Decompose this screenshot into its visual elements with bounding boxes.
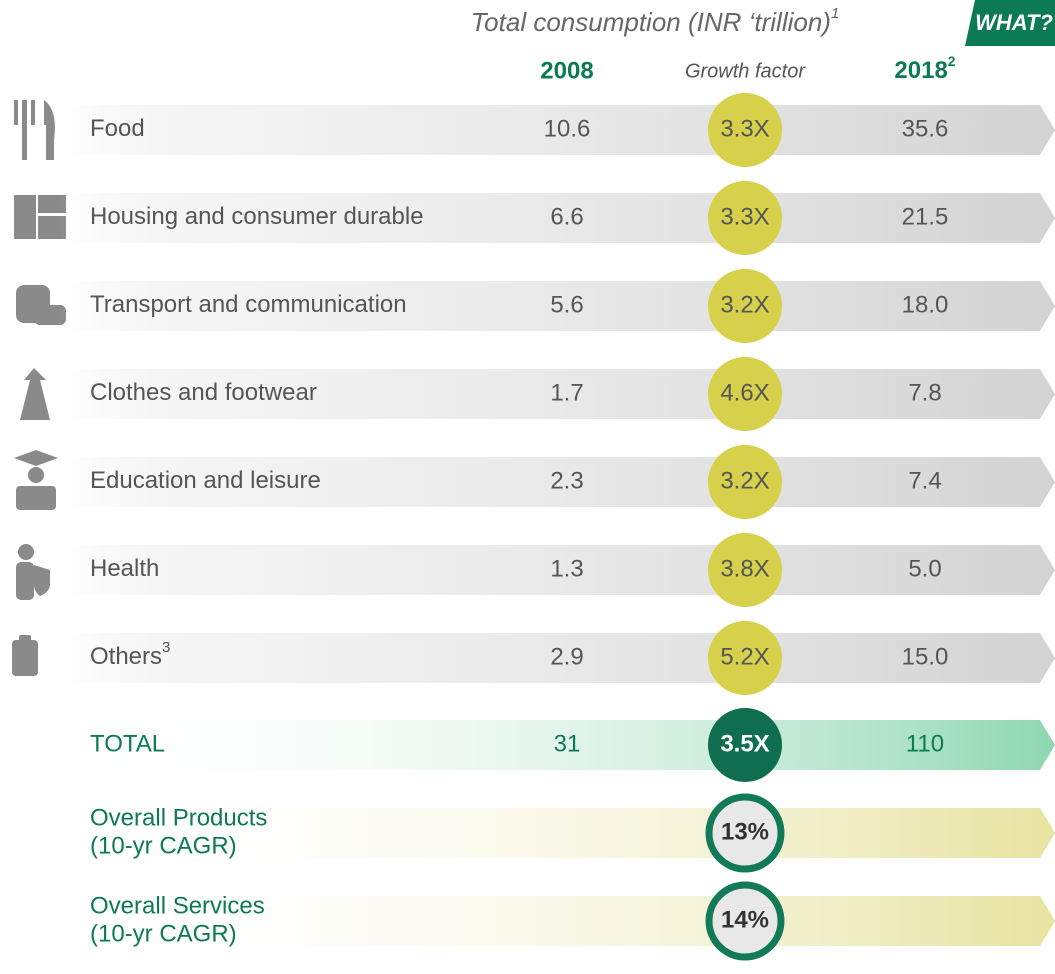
row-label: Health bbox=[90, 555, 159, 582]
row-label-text: Food bbox=[90, 115, 145, 142]
total-2008: 31 bbox=[554, 730, 581, 757]
row-bar bbox=[60, 896, 1055, 946]
total-growth: 3.5X bbox=[720, 730, 769, 757]
icon-transport bbox=[16, 285, 66, 325]
col-2008: 2008 bbox=[540, 57, 593, 84]
row-bar bbox=[60, 808, 1055, 858]
cagr-label: Overall Products bbox=[90, 804, 267, 831]
cagr-label: (10-yr CAGR) bbox=[90, 832, 237, 859]
row-label-text: Transport and communication bbox=[90, 291, 407, 318]
row-label-text: Housing and consumer durable bbox=[90, 203, 424, 230]
icon-health bbox=[16, 544, 50, 600]
title-note: 1 bbox=[831, 5, 839, 22]
growth-value: 3.2X bbox=[720, 291, 769, 318]
row-bar bbox=[60, 193, 1055, 243]
row-bar bbox=[60, 633, 1055, 683]
growth-circle bbox=[708, 93, 782, 167]
value-2018: 7.8 bbox=[908, 379, 941, 406]
icons bbox=[12, 100, 66, 676]
total-label: TOTAL bbox=[90, 730, 165, 757]
value-2008: 1.3 bbox=[550, 555, 583, 582]
growth-value: 4.6X bbox=[720, 379, 769, 406]
title: Total consumption (INR ‘trillion)1 bbox=[471, 5, 840, 37]
growth-circle bbox=[708, 621, 782, 695]
row-label: Food bbox=[90, 115, 145, 142]
col-2018: 20182 bbox=[894, 53, 955, 85]
row-bar bbox=[60, 545, 1055, 595]
growth-circle bbox=[708, 533, 782, 607]
growth-circle bbox=[708, 445, 782, 519]
value-2018: 7.4 bbox=[908, 467, 941, 494]
cagr-ring bbox=[705, 793, 785, 873]
row-label: Others3 bbox=[90, 639, 170, 670]
row-label-text: Health bbox=[90, 555, 159, 582]
col-2018-text: 2018 bbox=[894, 57, 947, 84]
growth-circle bbox=[708, 269, 782, 343]
value-2008: 10.6 bbox=[544, 115, 591, 142]
cagr-label: Overall Services bbox=[90, 892, 265, 919]
row-bar bbox=[60, 720, 1055, 770]
cagr-value: 13% bbox=[721, 818, 769, 845]
row-label: Housing and consumer durable bbox=[90, 203, 424, 230]
value-2008: 2.3 bbox=[550, 467, 583, 494]
row-label: Clothes and footwear bbox=[90, 379, 317, 406]
icon-clothes bbox=[20, 368, 50, 420]
tag: WHAT? bbox=[975, 10, 1053, 35]
col-2018-note: 2 bbox=[948, 53, 956, 69]
col-growth: Growth factor bbox=[685, 60, 806, 82]
growth-value: 5.2X bbox=[720, 643, 769, 670]
total-circle bbox=[708, 708, 782, 782]
row-label-text: Education and leisure bbox=[90, 467, 321, 494]
value-2008: 6.6 bbox=[550, 203, 583, 230]
row-label-text: Clothes and footwear bbox=[90, 379, 317, 406]
icon-others bbox=[12, 635, 38, 676]
icon-housing bbox=[14, 195, 66, 239]
value-2008: 1.7 bbox=[550, 379, 583, 406]
icon-food bbox=[14, 100, 55, 160]
growth-circle bbox=[708, 181, 782, 255]
row-bar bbox=[60, 457, 1055, 507]
total-2018: 110 bbox=[906, 730, 944, 757]
growth-value: 3.3X bbox=[720, 203, 769, 230]
row-bar bbox=[60, 105, 1055, 155]
value-2018: 21.5 bbox=[902, 203, 949, 230]
row-label: Education and leisure bbox=[90, 467, 321, 494]
growth-circle bbox=[708, 357, 782, 431]
value-2018: 35.6 bbox=[902, 115, 949, 142]
growth-value: 3.3X bbox=[720, 115, 769, 142]
cagr-label: (10-yr CAGR) bbox=[90, 920, 237, 947]
value-2008: 5.6 bbox=[550, 291, 583, 318]
tag-badge bbox=[965, 0, 1055, 46]
value-2018: 15.0 bbox=[902, 643, 949, 670]
row-bar bbox=[60, 281, 1055, 331]
cagr-value: 14% bbox=[721, 906, 769, 933]
growth-value: 3.2X bbox=[720, 467, 769, 494]
row-label: Transport and communication bbox=[90, 291, 407, 318]
icon-education bbox=[14, 450, 58, 510]
row-label-text: Others bbox=[90, 643, 162, 670]
value-2008: 2.9 bbox=[550, 643, 583, 670]
value-2018: 18.0 bbox=[902, 291, 949, 318]
row-label-note: 3 bbox=[162, 639, 170, 656]
row-bar bbox=[60, 369, 1055, 419]
cagr-ring bbox=[705, 881, 785, 961]
growth-value: 3.8X bbox=[720, 555, 769, 582]
title-text: Total consumption (INR ‘trillion) bbox=[471, 7, 831, 37]
value-2018: 5.0 bbox=[908, 555, 941, 582]
